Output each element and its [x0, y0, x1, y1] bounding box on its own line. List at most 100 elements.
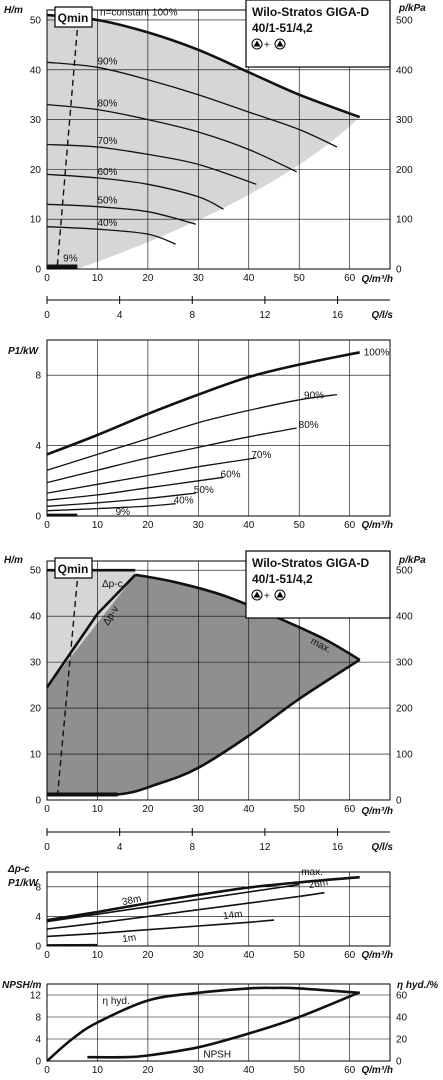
- x2-tick-label: 8: [189, 842, 195, 853]
- x2-tick-label: 4: [117, 310, 123, 321]
- x-tick-label: 60: [344, 804, 356, 815]
- power-curve-50: [46, 492, 196, 507]
- y2-tick-label: 100: [396, 215, 413, 226]
- x-tick-label: 0: [44, 273, 50, 284]
- title-box-bottom: Wilo-Stratos GIGA-D 40/1-51/4,2 +: [245, 550, 391, 619]
- y-tick-label: 12: [30, 991, 42, 1002]
- speed-curve-label: 90%: [97, 56, 117, 67]
- y2-axis-title: p/kPa: [398, 555, 426, 566]
- y-tick-label: 10: [30, 750, 42, 761]
- power-curve-label: 50%: [194, 485, 214, 496]
- speed-curve-nconstant100: [46, 13, 361, 119]
- x-axis-title: Q/m³/h: [361, 806, 393, 817]
- x-tick-label: 50: [294, 804, 306, 815]
- y2-tick-label: 20: [396, 1035, 408, 1046]
- x2-tick-label: 12: [259, 310, 271, 321]
- y-tick-label: 8: [35, 1013, 41, 1024]
- power-curve-100: [46, 351, 360, 456]
- dp-c-region-fill: [47, 570, 136, 688]
- speed-curve-40: [46, 226, 176, 245]
- speed-curve-label: 40%: [97, 218, 117, 229]
- x-tick-label: 40: [243, 950, 255, 961]
- y2-tick-label: 0: [396, 796, 402, 807]
- head-control-chart: 0 10 20 30 40 50 60010203040500100200300400500…: [4, 555, 426, 853]
- x2-tick-label: 16: [332, 310, 344, 321]
- y-tick-label: 8: [35, 371, 41, 382]
- power-speed-chart: 0 10 20 30 40 50 60 0 4 8 100% 90% 80% 70% 60% 50%40% 9%…: [8, 339, 393, 531]
- speed-curve-label: 80%: [97, 99, 117, 110]
- power-curve-40: [46, 503, 176, 512]
- power-curve-label: 70%: [251, 450, 271, 461]
- x-tick-label: 20: [142, 273, 154, 284]
- x-tick-label: 30: [193, 273, 205, 284]
- y-axis-title: NPSH/m: [2, 980, 42, 991]
- x-tick-label: 60: [344, 1065, 356, 1076]
- qmin-box: [54, 6, 93, 28]
- speed-curve-label: 9%: [63, 254, 78, 265]
- plot-frame: [46, 560, 391, 801]
- pump-circle-icon: [274, 589, 286, 601]
- qmin-box: [54, 557, 93, 579]
- y2-tick-label: 100: [396, 750, 413, 761]
- dp-v-region-fill: [47, 574, 360, 796]
- x-tick-label: 20: [142, 1065, 154, 1076]
- title-line-2: 40/1-51/4,2: [252, 21, 313, 35]
- x-tick-label: 40: [243, 273, 255, 284]
- x-tick-label: 40: [243, 804, 255, 815]
- pump-circle-icon: [251, 589, 263, 601]
- npsh-efficiency-chart: 0 10 20 30 40 50 60 0 4 8 12 0 20 40 60 η hyd. NPSH NPSH/…: [2, 980, 438, 1076]
- plot-frame: [46, 983, 391, 1062]
- power-curve-label: 40%: [174, 496, 194, 507]
- pump-circle-icon: [251, 38, 263, 50]
- x-tick-label: 30: [193, 804, 205, 815]
- y-tick-label: 50: [30, 566, 42, 577]
- y-tick-label: 4: [35, 441, 41, 452]
- x-tick-label: 0: [44, 950, 50, 961]
- y2-tick-label: 40: [396, 1013, 408, 1024]
- speed-curve-80: [46, 103, 297, 173]
- y-axis-title: P1/kW: [8, 878, 40, 889]
- power-curve-label: 100%: [364, 347, 390, 358]
- y2-tick-label: 400: [396, 65, 413, 76]
- power-curve-label: 60%: [221, 469, 241, 480]
- dp-c-axis-title: Δp-c: [7, 864, 30, 875]
- power-curve-label: 90%: [304, 391, 324, 402]
- npsh-curve-hyd: [46, 986, 360, 1062]
- plot-frame: [46, 9, 391, 270]
- power-curve-60: [46, 476, 224, 501]
- power-control-chart: 0 10 20 30 40 50 60 0 4 8 max.26m 38m 14m 1m Δp-c P1/kW…: [7, 864, 393, 961]
- y2-tick-label: 200: [396, 704, 413, 715]
- x-axis-title: Q/m³/h: [361, 520, 393, 531]
- x2-tick-label: 8: [189, 310, 195, 321]
- y-tick-label: 50: [30, 15, 42, 26]
- power-curve-label: 80%: [299, 420, 319, 431]
- pump-joiner: +: [264, 591, 270, 602]
- power-curve-label: 9%: [116, 507, 131, 518]
- speed-curve-label: n=constant 100%: [100, 7, 178, 18]
- y-axis-title: H/m: [4, 555, 23, 566]
- x-tick-label: 50: [294, 520, 306, 531]
- y-tick-label: 40: [30, 612, 42, 623]
- y-tick-label: 4: [35, 912, 41, 923]
- x-tick-label: 60: [344, 950, 356, 961]
- power-control-label: 38m: [121, 893, 142, 908]
- y2-tick-label: 0: [396, 1057, 402, 1068]
- power-control-curve-38m: [46, 883, 300, 923]
- x-axis-title: Q/m³/h: [361, 274, 393, 285]
- y2-tick-label: 500: [396, 15, 413, 26]
- power-curve-70: [46, 457, 257, 494]
- title-line-1: Wilo-Stratos GIGA-D: [252, 5, 370, 19]
- y-axis-title: H/m: [4, 5, 23, 16]
- x-axis-title: Q/m³/h: [361, 950, 393, 961]
- plot-frame: [46, 871, 391, 947]
- x2-tick-label: 16: [332, 842, 344, 853]
- x-tick-label: 10: [92, 273, 104, 284]
- x-tick-label: 20: [142, 950, 154, 961]
- head-speed-chart: 0 10 20 30 40 50 60010203040500100200300400500…: [4, 3, 426, 321]
- y2-tick-label: 0: [396, 265, 402, 276]
- x-tick-label: 0: [44, 1065, 50, 1076]
- x-tick-label: 50: [294, 273, 306, 284]
- x-tick-label: 10: [92, 950, 104, 961]
- dp-c-label: Δp-c: [102, 579, 123, 590]
